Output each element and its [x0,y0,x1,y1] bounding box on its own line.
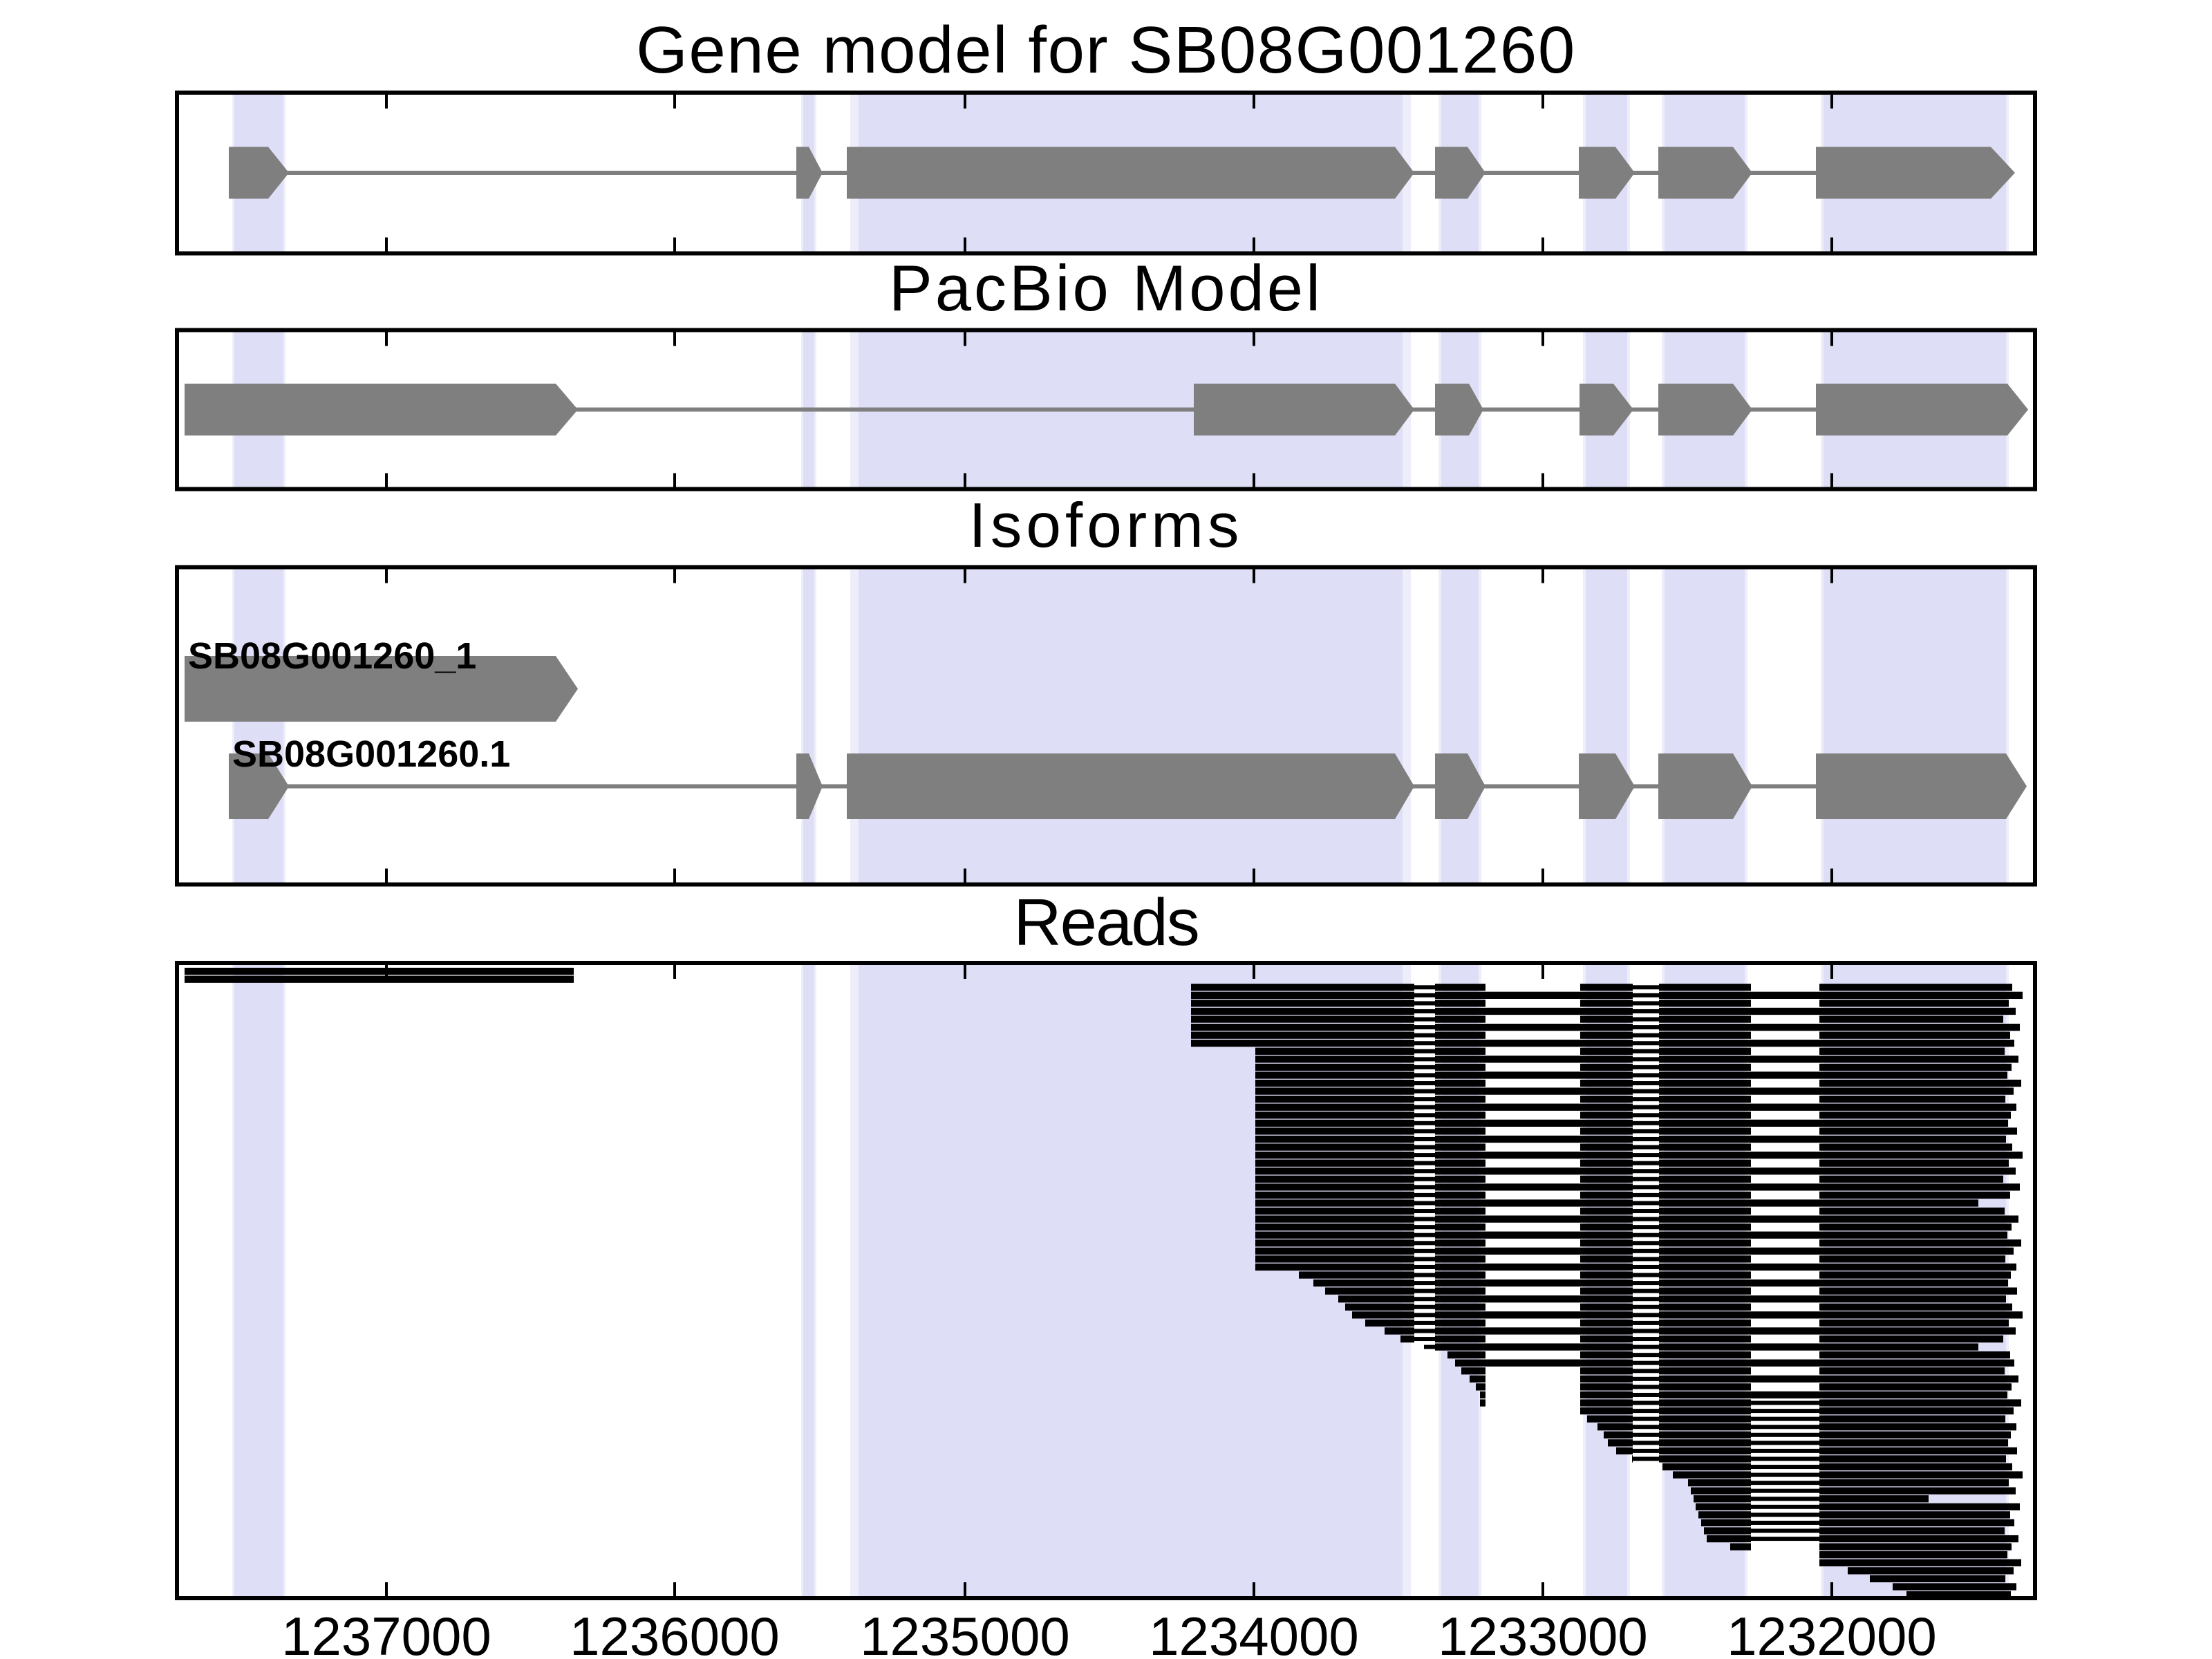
svg-text:1236000: 1236000 [570,1606,780,1659]
svg-text:1235000: 1235000 [860,1606,1070,1659]
svg-text:SB08G001260.1: SB08G001260.1 [232,733,510,775]
svg-text:Isoforms: Isoforms [969,491,1244,561]
svg-text:SB08G001260_1: SB08G001260_1 [188,635,476,677]
svg-text:Reads: Reads [1013,885,1199,959]
svg-text:1232000: 1232000 [1727,1606,1937,1659]
svg-text:PacBio Model: PacBio Model [889,252,1323,324]
svg-text:1234000: 1234000 [1149,1606,1359,1659]
svg-text:Gene model for SB08G001260: Gene model for SB08G001260 [636,13,1576,87]
svg-text:1237000: 1237000 [281,1606,491,1659]
svg-text:1233000: 1233000 [1438,1606,1648,1659]
